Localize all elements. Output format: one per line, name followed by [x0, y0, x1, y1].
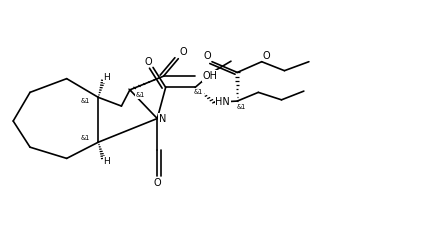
Text: &1: &1 — [136, 92, 145, 98]
Text: O: O — [263, 51, 271, 61]
Text: HN: HN — [215, 97, 230, 107]
Text: O: O — [179, 47, 187, 57]
Text: &1: &1 — [237, 104, 246, 110]
Text: &1: &1 — [194, 89, 203, 95]
Text: O: O — [153, 178, 161, 188]
Text: N: N — [159, 113, 166, 123]
Text: &1: &1 — [80, 98, 89, 104]
Text: O: O — [203, 51, 211, 61]
Text: O: O — [144, 57, 152, 67]
Text: H: H — [103, 157, 110, 166]
Text: OH: OH — [202, 71, 218, 81]
Text: H: H — [103, 73, 110, 82]
Text: &1: &1 — [80, 136, 89, 141]
